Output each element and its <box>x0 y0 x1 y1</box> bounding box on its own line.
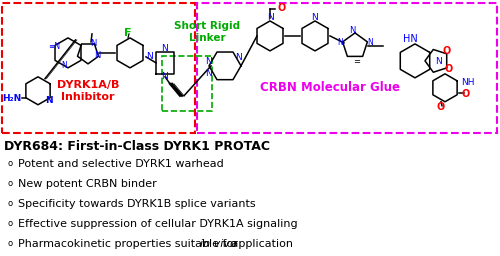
Text: Potent and selective DYRK1 warhead: Potent and selective DYRK1 warhead <box>18 159 224 169</box>
Bar <box>197 3 497 133</box>
Text: F: F <box>124 28 132 38</box>
Text: O: O <box>445 64 453 74</box>
Text: NH: NH <box>461 78 474 87</box>
Text: HN: HN <box>402 34 417 44</box>
Text: CRBN Molecular Glue: CRBN Molecular Glue <box>260 81 400 94</box>
Text: DYR684: First-in-Class DYRK1 PROTAC: DYR684: First-in-Class DYRK1 PROTAC <box>4 140 270 153</box>
Text: N: N <box>206 69 212 78</box>
Text: in vivo: in vivo <box>200 239 237 249</box>
Text: N: N <box>367 38 373 47</box>
Text: O: O <box>277 3 285 13</box>
Text: o: o <box>8 179 12 188</box>
Text: N: N <box>46 96 53 105</box>
Text: ≡N: ≡N <box>48 42 60 51</box>
Text: N: N <box>90 39 96 48</box>
Text: O: O <box>443 46 451 56</box>
Text: N: N <box>146 52 153 61</box>
Text: N: N <box>337 38 343 47</box>
Bar <box>2 3 195 133</box>
Text: New potent CRBN binder: New potent CRBN binder <box>18 179 157 189</box>
Text: N: N <box>266 14 274 23</box>
Text: o: o <box>8 239 12 249</box>
Text: Effective suppression of cellular DYRK1A signaling: Effective suppression of cellular DYRK1A… <box>18 219 297 229</box>
Text: O: O <box>437 102 445 112</box>
Text: O: O <box>462 89 470 99</box>
Text: application: application <box>228 239 293 249</box>
Text: N: N <box>312 14 318 23</box>
Text: N: N <box>436 57 442 66</box>
Text: DYRK1A/B
Inhibitor: DYRK1A/B Inhibitor <box>57 80 119 102</box>
Text: H₂N: H₂N <box>2 94 21 103</box>
Text: N: N <box>236 53 242 62</box>
Text: o: o <box>8 199 12 208</box>
Text: Short Rigid
Linker: Short Rigid Linker <box>174 21 240 43</box>
Text: N: N <box>349 26 355 35</box>
Text: =: = <box>354 57 360 66</box>
Text: Pharmacokinetic properties suitable for: Pharmacokinetic properties suitable for <box>18 239 242 249</box>
Text: N: N <box>162 72 168 81</box>
Text: Specificity towards DYRK1B splice variants: Specificity towards DYRK1B splice varian… <box>18 199 256 209</box>
Text: o: o <box>8 219 12 228</box>
Text: N: N <box>162 44 168 54</box>
Text: N: N <box>94 51 100 60</box>
Text: N: N <box>206 57 212 66</box>
Text: o: o <box>8 159 12 168</box>
Text: N: N <box>61 61 67 70</box>
